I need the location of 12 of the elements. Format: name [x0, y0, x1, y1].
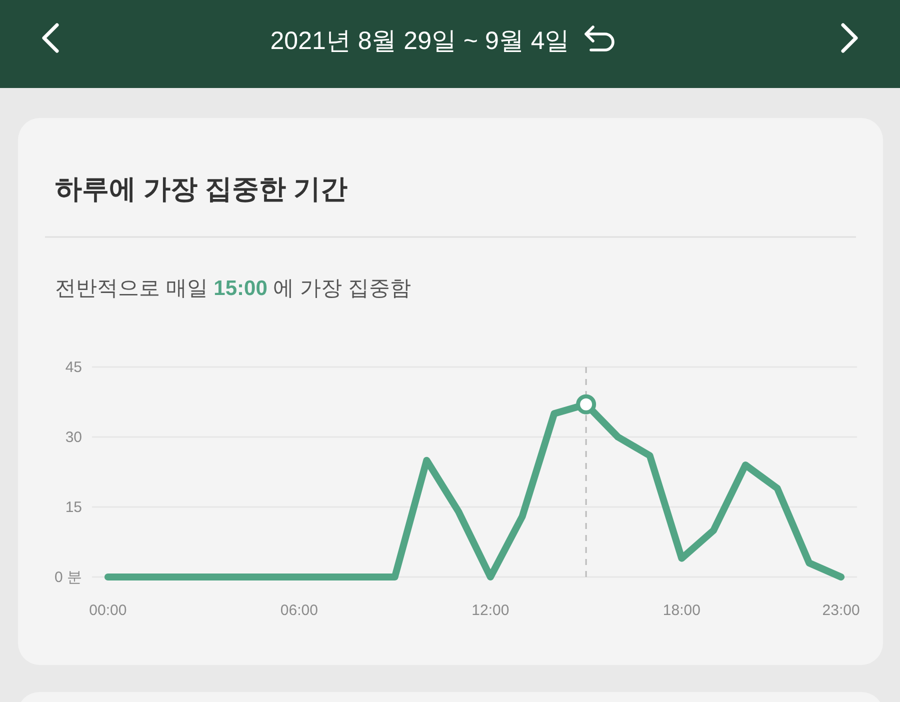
y-tick-label: 15 — [65, 499, 82, 516]
y-tick-label: 30 — [65, 429, 82, 446]
chart-subtitle: 전반적으로 매일 15:00 에 가장 집중함 — [55, 277, 411, 300]
x-tick-label: 12:00 — [472, 602, 510, 619]
text: 2021년 8월 29일 ~ 9월 4일 — [270, 27, 570, 55]
x-tick-label: 00:00 — [89, 602, 127, 619]
x-tick-label: 18:00 — [662, 602, 700, 619]
y-tick-label: 45 — [65, 359, 82, 376]
chart-title: 하루에 가장 집중한 기간 — [55, 174, 348, 204]
x-tick-label: 06:00 — [280, 602, 318, 619]
y-tick-label: 0 분 — [54, 569, 82, 586]
x-tick-label: 23:00 — [822, 602, 860, 619]
